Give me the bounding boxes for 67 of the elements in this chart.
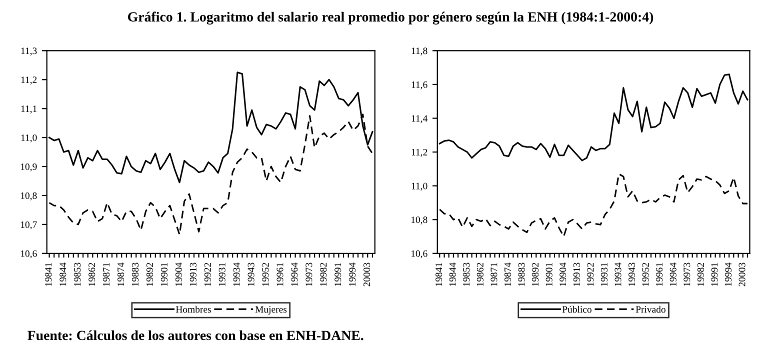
x-tick-label: 20003 [364, 262, 370, 286]
x-tick-label: 19973 [684, 262, 690, 286]
x-tick-label: 19901 [546, 263, 552, 286]
y-tick-label: 10,8 [20, 192, 37, 200]
x-tick-label: 19964 [670, 262, 676, 286]
x-tick-label: 19844 [449, 262, 456, 286]
x-tick-label: 19871 [103, 263, 110, 286]
x-tick-label: 19922 [587, 262, 594, 286]
y-tick-label: 10,7 [20, 221, 37, 230]
x-tick-label: 19943 [248, 262, 254, 286]
x-tick-label: 19994 [724, 262, 732, 286]
x-tick-label: 20003 [738, 262, 746, 286]
y-tick-label: 11,1 [21, 106, 37, 114]
y-tick-label: 11,2 [412, 148, 428, 157]
x-tick-label: 19931 [218, 263, 226, 286]
y-tick-label: 10,6 [411, 250, 428, 258]
x-tick-label: 19904 [175, 262, 182, 286]
x-tick-label: 19991 [711, 263, 718, 286]
x-tick-label: 19994 [349, 262, 356, 286]
y-tick-label: 10,6 [20, 250, 37, 258]
x-tick-label: 19943 [628, 262, 636, 286]
x-tick-label: 19853 [463, 262, 470, 286]
y-tick-label: 10,8 [411, 216, 428, 224]
x-tick-label: 19844 [60, 262, 66, 286]
y-tick-label: 11,3 [21, 48, 37, 56]
y-tick-label: 11,6 [412, 81, 428, 90]
chart-title: Gráfico 1. Logaritmo del salario real promedio por género según la ENH (1984:1-2000:4) [128, 12, 654, 25]
x-tick-label: 19931 [600, 263, 608, 286]
x-tick-label: 19853 [74, 262, 81, 286]
x-tick-label: 19952 [262, 262, 269, 286]
x-tick-label: 19961 [276, 263, 284, 286]
x-tick-label: 19964 [291, 262, 298, 286]
x-tick-label: 19952 [642, 262, 649, 286]
legend-label: Público [562, 306, 592, 313]
x-tick-label: 19913 [190, 262, 196, 286]
x-tick-label: 19862 [476, 262, 484, 286]
x-tick-label: 19892 [146, 262, 154, 286]
legend-label: Privado [636, 306, 666, 313]
y-tick-label: 11,0 [412, 182, 428, 191]
y-tick-label: 11,4 [412, 115, 428, 124]
x-tick-label: 19874 [504, 262, 511, 286]
x-tick-label: 19961 [656, 263, 663, 286]
x-tick-label: 19934 [614, 262, 622, 286]
legend-label: Mujeres [255, 306, 287, 315]
x-tick-label: 19901 [160, 263, 168, 286]
x-tick-label: 19841 [436, 263, 442, 286]
x-tick-label: 19862 [88, 262, 96, 286]
x-tick-label: 19991 [334, 263, 342, 286]
x-tick-label: 19904 [560, 262, 566, 286]
y-tick-label: 10,9 [20, 163, 37, 172]
x-tick-label: 19982 [320, 262, 327, 286]
x-tick-label: 19922 [204, 262, 211, 286]
x-tick-label: 19934 [233, 262, 240, 286]
source-note: Fuente: Cálculos de los autores con base en ENH-DANE. [28, 330, 364, 340]
x-tick-label: 19892 [532, 262, 539, 286]
y-tick-label: 11,8 [412, 48, 428, 56]
x-tick-label: 19982 [697, 262, 704, 286]
y-tick-label: 11,0 [21, 134, 37, 142]
x-tick-label: 19883 [132, 262, 139, 286]
legend-label: Hombres [176, 306, 211, 313]
x-tick-label: 19973 [306, 262, 312, 286]
y-tick-label: 11,2 [21, 76, 37, 85]
x-tick-label: 19874 [118, 262, 124, 286]
x-tick-label: 19841 [45, 263, 52, 286]
x-tick-label: 19871 [490, 263, 498, 286]
x-tick-label: 19913 [573, 262, 580, 286]
x-tick-label: 19883 [518, 262, 525, 286]
